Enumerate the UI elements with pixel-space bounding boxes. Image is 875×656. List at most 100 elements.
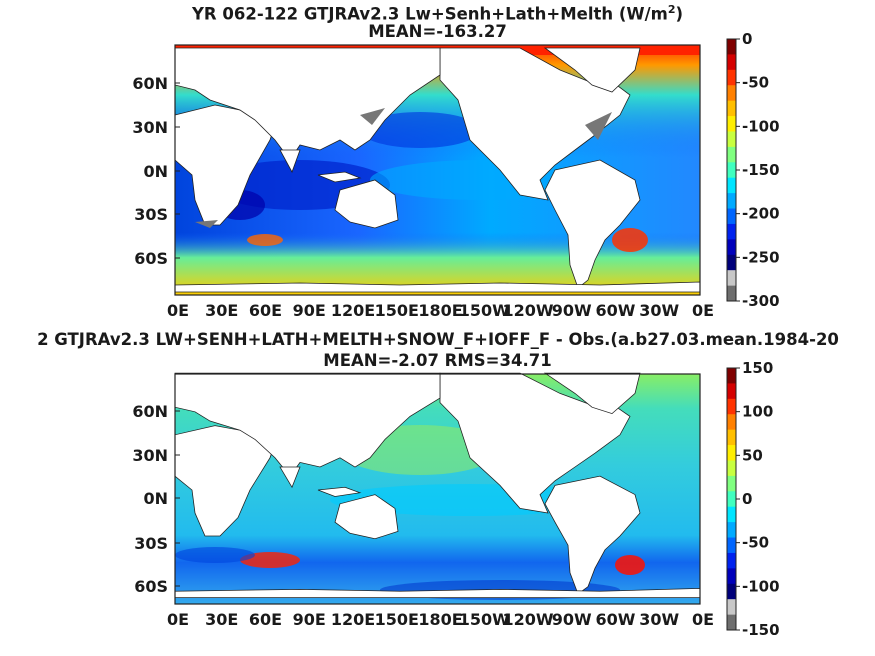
panel2-colorbar-swatch — [727, 445, 736, 461]
panel1-lat-label: 60S — [134, 249, 168, 268]
panel1-lon-label: 180E — [418, 301, 462, 320]
panel1-mean: MEAN=-163.27 — [368, 22, 507, 41]
panel2-colorbar-swatch — [727, 460, 736, 477]
panel1-colorbar-tick: 0 — [742, 30, 752, 48]
panel1-map — [174, 44, 701, 296]
panel2-colorbar-swatch — [727, 398, 736, 415]
panel1-lon-label: 0E — [692, 301, 714, 320]
panel1-colorbar-swatch — [727, 208, 736, 225]
panel2-colorbar-missing — [727, 599, 736, 615]
panel1-lon-label: 90E — [293, 301, 326, 320]
panel1-lon-label: 150E — [375, 301, 419, 320]
panel1-colorbar-swatch — [727, 254, 736, 271]
panel1-lon-label: 30W — [639, 301, 679, 320]
panel2-lat-label: 60N — [132, 402, 168, 421]
panel2-colorbar-tick: 0 — [742, 490, 752, 508]
panel1-colorbar-swatch — [727, 131, 736, 148]
panel2-colorbar: 150 100 50 0 -50 -100 -150 — [726, 359, 780, 639]
panel1-colorbar-swatch — [727, 116, 736, 132]
panel2-colorbar-tick: 50 — [742, 446, 763, 464]
panel1-colorbar-swatch — [727, 54, 736, 71]
panel2-colorbar-swatch — [727, 506, 736, 523]
panel1-lon-label: 150W — [459, 301, 510, 320]
panel2-lon-label: 60E — [249, 610, 282, 629]
panel2-colorbar-swatch — [727, 368, 736, 384]
panel2-map — [174, 372, 701, 605]
panel1-colorbar-swatch — [727, 39, 736, 55]
panel1-colorbar-swatch — [727, 177, 736, 194]
panel1-colorbar-tick: -150 — [742, 161, 780, 179]
panel2-lon-label: 30E — [205, 610, 238, 629]
panel2-lon-label: 150W — [459, 610, 510, 629]
panel1-colorbar-tick: -300 — [742, 292, 780, 310]
panel2-frame — [174, 373, 701, 605]
panel2-lon-label: 60W — [596, 610, 636, 629]
panel1-title-close: ) — [675, 4, 684, 24]
panel2-colorbar-swatch — [727, 383, 736, 400]
panel2-lat-label: 0N — [143, 489, 168, 508]
panel1-lon-label: 120W — [502, 301, 553, 320]
panel2-colorbar-tick: 100 — [742, 403, 773, 421]
panel2-colorbar-swatch — [727, 583, 736, 600]
panel1-colorbar-tick: -100 — [742, 117, 780, 135]
panel2-stats: MEAN=-2.07 RMS=34.71 — [323, 351, 552, 370]
panel1-lat-label: 30N — [132, 118, 168, 137]
panel2-lat-label: 30S — [134, 534, 168, 553]
panel1-colorbar-swatch — [727, 162, 736, 179]
panel1-colorbar-swatch — [727, 239, 736, 256]
panel2-lon-label: 0E — [167, 610, 189, 629]
panel2-colorbar-swatch — [727, 475, 736, 492]
panel2-lon-label: 30W — [639, 610, 679, 629]
panel1-title-text: YR 062-122 GTJRAv2.3 Lw+Senh+Lath+Melth … — [191, 4, 668, 24]
panel1-title: YR 062-122 GTJRAv2.3 Lw+Senh+Lath+Melth … — [0, 0, 875, 25]
panel1-colorbar-swatch — [727, 85, 736, 102]
panel2-colorbar-swatch — [727, 491, 736, 508]
panel1-lon-label: 120E — [331, 301, 375, 320]
panel2-colorbar-tick: -50 — [742, 534, 769, 552]
panel1-title-sup: 2 — [667, 3, 676, 16]
panel2-title: 2 GTJRAv2.3 LW+SENH+LATH+MELTH+SNOW_F+IO… — [37, 330, 839, 349]
panel1-lon-label: 60E — [249, 301, 282, 320]
panel2-lon-label: 90W — [552, 610, 592, 629]
panel2-axes: 60N 30N 0N 30S 60S 0E 30E 60E 90E 120E 150E 180E150… — [132, 402, 714, 629]
panel1-colorbar-tick: -50 — [742, 74, 769, 92]
panel1-lat-label: 30S — [134, 205, 168, 224]
panel1-lon-label: 60W — [596, 301, 636, 320]
panel1-colorbar-swatch — [727, 193, 736, 210]
panel1-colorbar-swatch — [727, 146, 736, 163]
panel1-colorbar-swatch — [727, 223, 736, 240]
panel2-lat-label: 60S — [134, 577, 168, 596]
panel2-lat-label: 30N — [132, 446, 168, 465]
panel1-colorbar: 0 -50 -100 -150 -200 -250 -300 — [726, 30, 780, 310]
panel1-axes: 60N 30N 0N 30S 60S 0E 30E 60E 90E 120E 150E 180E150… — [132, 74, 714, 320]
panel1-lon-label: 90W — [552, 301, 592, 320]
panel1-colorbar-tick: -250 — [742, 248, 780, 266]
panel2-colorbar-swatch — [727, 522, 736, 539]
panel2-colorbar-swatch — [727, 568, 736, 585]
panel2-colorbar-swatch — [727, 552, 736, 569]
panel1-lon-label: 30E — [205, 301, 238, 320]
panel2-colorbar-swatch — [727, 429, 736, 446]
panel2-colorbar-tick: -100 — [742, 577, 780, 595]
panel1-colorbar-swatch — [727, 100, 736, 117]
panel2-colorbar-swatch — [727, 537, 736, 554]
panel2-colorbar-tick: 150 — [742, 359, 773, 377]
panel2-lon-label: 90E — [293, 610, 326, 629]
panel2-lon-label: 0E — [692, 610, 714, 629]
panel2-lon-label: 120E — [331, 610, 375, 629]
panel1-colorbar-missing — [727, 270, 736, 286]
panel1-colorbar-tick: -200 — [742, 205, 780, 223]
panel1-colorbar-swatch — [727, 69, 736, 86]
panel2-colorbar-tick: -150 — [742, 621, 780, 639]
panel1-lat-label: 60N — [132, 74, 168, 93]
panel2-lon-label: 150E — [375, 610, 419, 629]
panel2-colorbar-missing — [727, 614, 736, 630]
panel1-colorbar-missing — [727, 285, 736, 301]
panel2-lon-label: 120W — [502, 610, 553, 629]
panel2-colorbar-swatch — [727, 414, 736, 431]
panel1-lon-label: 0E — [167, 301, 189, 320]
panel1-frame — [174, 44, 701, 296]
panel2-lon-label: 180E — [418, 610, 462, 629]
panel1-lat-label: 0N — [143, 162, 168, 181]
